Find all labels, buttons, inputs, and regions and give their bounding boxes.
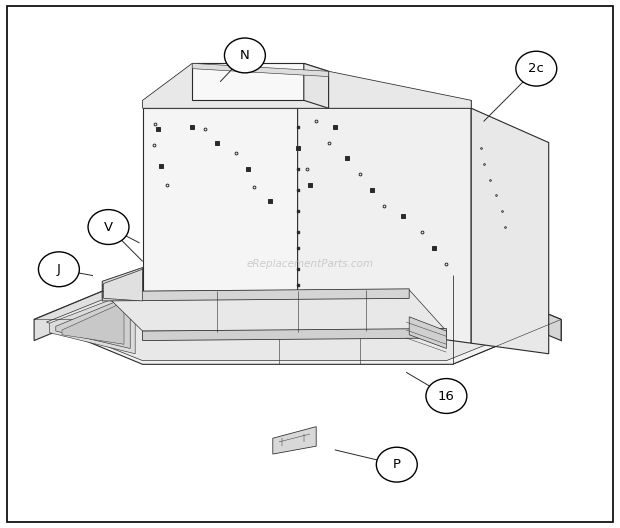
Polygon shape bbox=[102, 268, 143, 285]
Polygon shape bbox=[143, 100, 298, 108]
Polygon shape bbox=[143, 63, 471, 108]
Polygon shape bbox=[304, 63, 329, 108]
Circle shape bbox=[376, 447, 417, 482]
Text: eReplacementParts.com: eReplacementParts.com bbox=[246, 259, 374, 269]
Polygon shape bbox=[298, 100, 471, 108]
Polygon shape bbox=[62, 302, 124, 344]
Circle shape bbox=[426, 379, 467, 413]
Text: 2c: 2c bbox=[528, 62, 544, 75]
Polygon shape bbox=[34, 275, 143, 341]
Polygon shape bbox=[102, 268, 143, 309]
Circle shape bbox=[516, 51, 557, 86]
Text: V: V bbox=[104, 221, 113, 233]
Polygon shape bbox=[56, 296, 130, 348]
Circle shape bbox=[88, 210, 129, 244]
Text: P: P bbox=[393, 458, 401, 471]
Polygon shape bbox=[471, 108, 549, 354]
Polygon shape bbox=[298, 108, 471, 343]
Polygon shape bbox=[143, 296, 453, 309]
Polygon shape bbox=[192, 63, 329, 77]
Text: N: N bbox=[240, 49, 250, 62]
Text: 16: 16 bbox=[438, 390, 455, 402]
Polygon shape bbox=[143, 328, 446, 341]
Circle shape bbox=[38, 252, 79, 287]
Polygon shape bbox=[143, 275, 453, 296]
Polygon shape bbox=[46, 284, 542, 361]
Polygon shape bbox=[273, 427, 316, 454]
Polygon shape bbox=[34, 275, 561, 364]
Polygon shape bbox=[50, 290, 135, 354]
Text: J: J bbox=[57, 263, 61, 276]
Polygon shape bbox=[104, 269, 143, 301]
Polygon shape bbox=[409, 317, 446, 348]
Polygon shape bbox=[453, 275, 561, 341]
Polygon shape bbox=[192, 63, 304, 100]
Polygon shape bbox=[102, 289, 409, 301]
Circle shape bbox=[224, 38, 265, 73]
Polygon shape bbox=[143, 108, 298, 319]
Polygon shape bbox=[102, 290, 446, 331]
